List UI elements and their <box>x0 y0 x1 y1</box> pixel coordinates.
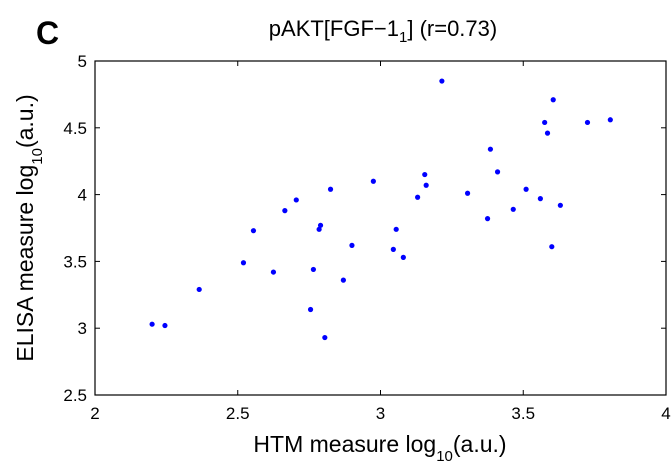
data-point <box>307 306 314 313</box>
data-point <box>557 202 563 208</box>
x-axis-label: HTM measure log10(a.u.) <box>253 431 506 465</box>
plot-area <box>94 60 667 396</box>
x-axis-label-suffix: (a.u.) <box>453 431 507 457</box>
data-point <box>340 277 346 283</box>
data-point <box>162 322 168 329</box>
y-tick-label: 2.5 <box>63 386 87 405</box>
data-point <box>349 242 355 248</box>
data-point <box>542 119 548 126</box>
x-axis-label-subscript: 10 <box>436 448 453 465</box>
x-tick-label: 3 <box>376 404 385 423</box>
data-point <box>422 171 428 178</box>
data-point <box>423 182 429 188</box>
data-point <box>607 117 613 123</box>
data-point <box>149 321 155 327</box>
chart-title-suffix: ] (r=0.73) <box>407 16 497 41</box>
data-point <box>327 186 334 192</box>
y-tick-label: 4.5 <box>63 119 87 138</box>
y-axis-label-suffix: (a.u.) <box>12 94 38 148</box>
data-point <box>537 196 543 202</box>
data-point <box>310 266 317 273</box>
data-point <box>523 186 529 192</box>
data-point <box>370 178 376 184</box>
axis-ticks <box>94 60 667 396</box>
chart-title-prefix: pAKT[FGF−1 <box>269 16 399 41</box>
data-point <box>282 208 288 214</box>
data-point <box>270 269 277 275</box>
data-point <box>487 146 494 152</box>
y-tick-label: 4 <box>78 186 87 205</box>
x-tick-label: 2 <box>90 404 99 423</box>
data-point <box>393 226 399 232</box>
y-axis-label-subscript: 10 <box>29 148 46 165</box>
data-point <box>464 190 471 196</box>
y-tick-label: 5 <box>78 52 87 71</box>
data-point <box>484 216 491 222</box>
data-point <box>240 260 247 266</box>
data-point <box>550 97 556 103</box>
data-point <box>322 334 328 341</box>
data-point <box>544 130 551 136</box>
data-point <box>250 228 257 234</box>
data-point <box>494 169 501 175</box>
y-axis-label-main: ELISA measure log <box>12 165 38 362</box>
data-point <box>390 246 396 252</box>
data-point <box>317 222 324 228</box>
data-point <box>510 206 516 212</box>
data-point <box>439 78 445 84</box>
x-tick-label: 4 <box>661 404 670 423</box>
data-point <box>415 194 421 200</box>
axis-tick-labels: 2 2.5 3 3.5 42.533.544.55 <box>63 52 670 423</box>
data-point <box>196 286 202 293</box>
y-tick-label: 3.5 <box>63 252 87 271</box>
x-tick-label: 2.5 <box>226 404 250 423</box>
data-point <box>584 119 591 126</box>
chart-title-subscript: 1 <box>399 29 407 46</box>
x-tick-label: 3.5 <box>511 404 535 423</box>
data-point <box>293 197 299 203</box>
x-axis-label-main: HTM measure log <box>253 431 436 457</box>
data-point <box>316 226 322 232</box>
panel-label: C <box>36 15 59 51</box>
data-point <box>549 244 555 250</box>
chart-title: pAKT[FGF−11] (r=0.73) <box>269 16 497 46</box>
data-points <box>149 78 613 341</box>
y-axis-label: ELISA measure log10(a.u.) <box>12 94 46 361</box>
data-point <box>400 254 406 260</box>
y-tick-label: 3 <box>78 319 87 338</box>
